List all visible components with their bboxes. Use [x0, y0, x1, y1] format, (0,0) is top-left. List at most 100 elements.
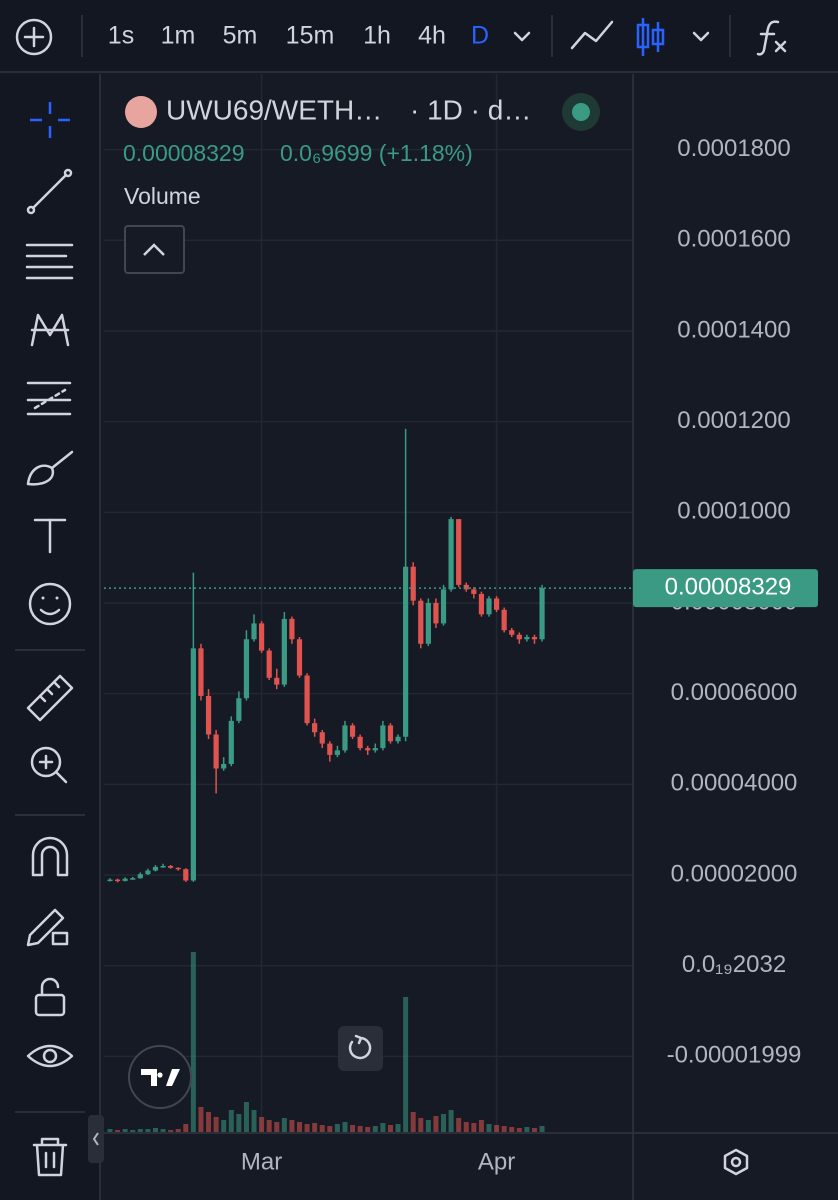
candle-body [243, 639, 250, 699]
pattern-tool[interactable] [30, 313, 70, 347]
volume-bar [145, 1129, 151, 1132]
candle-body [463, 584, 469, 590]
y-tick-label: 0.00002000 [671, 860, 798, 887]
status-dot [572, 103, 590, 121]
interval-button-active[interactable]: D [471, 22, 489, 50]
y-tick-label: 0.0₁₉2032 [682, 951, 786, 978]
volume-bar [365, 1127, 371, 1132]
interval-button[interactable]: 1h [363, 22, 391, 50]
volume-bar [456, 1118, 462, 1132]
candle-body [107, 879, 113, 882]
volume-bar [107, 1129, 113, 1132]
volume-bar [395, 1124, 401, 1132]
last-price-label: 0.00008329 [665, 573, 792, 600]
volume-bar [160, 1129, 166, 1132]
interval-button[interactable]: 15m [286, 22, 335, 50]
candle-body [319, 732, 325, 744]
collapse-arrow [143, 243, 165, 256]
candle-body [114, 879, 121, 882]
candle-body [281, 618, 287, 685]
candle-body [228, 720, 234, 764]
fib-tool[interactable] [25, 243, 74, 280]
candle-body [410, 566, 416, 601]
candle-body [205, 695, 212, 735]
candle-body [357, 736, 363, 749]
add-symbol-button[interactable] [15, 18, 53, 56]
candle-body [251, 623, 257, 640]
settings-button[interactable] [723, 1148, 749, 1176]
indicators-button[interactable] [756, 20, 787, 56]
trend-line-tool[interactable] [26, 168, 73, 215]
interval-info: · 1D · d… [410, 94, 531, 125]
chart-type-dropdown[interactable] [692, 31, 710, 42]
zoom-tool[interactable] [30, 746, 68, 784]
visibility-tool[interactable] [26, 1044, 74, 1068]
y-tick-label: -0.00001999 [667, 1042, 802, 1069]
volume-bar [152, 1128, 158, 1132]
candle-body [349, 725, 356, 737]
symbol-name[interactable]: UWU69/WETH… [166, 94, 382, 125]
volume-bar [304, 1124, 310, 1132]
candle-body [448, 519, 454, 590]
candle-body [145, 870, 151, 875]
candle-chart-button[interactable] [636, 18, 665, 56]
candle-body [152, 866, 159, 871]
volume-bar [319, 1125, 325, 1132]
volume-bar [251, 1110, 257, 1132]
ruler-tool[interactable] [26, 674, 74, 722]
candle-body [183, 869, 189, 881]
brush-tool[interactable] [26, 450, 74, 486]
crosshair-tool[interactable] [30, 102, 70, 138]
volume-bar [524, 1127, 530, 1132]
candle-body [122, 878, 128, 881]
interval-button[interactable]: 4h [418, 22, 446, 50]
emoji-tool[interactable] [28, 582, 72, 626]
reset-button[interactable] [338, 1026, 383, 1071]
candle-body [334, 750, 340, 755]
y-tick-label: 0.0001200 [677, 407, 790, 434]
volume-bar [418, 1118, 424, 1132]
volume-bar [266, 1120, 272, 1132]
logo [141, 1069, 180, 1086]
candle-body [130, 878, 136, 880]
line-chart-button[interactable] [570, 20, 614, 50]
candle-body [259, 623, 265, 651]
volume-bar [539, 1126, 545, 1132]
volume-bar [115, 1130, 121, 1132]
interval-button[interactable]: 1s [108, 22, 134, 50]
candle-body [418, 600, 424, 644]
x-tick-label: Mar [241, 1148, 282, 1175]
candle-body [387, 725, 394, 742]
volume-bar [372, 1126, 378, 1132]
collapse-handle[interactable] [88, 1115, 104, 1163]
volume-bar [334, 1124, 340, 1132]
lock-tool[interactable] [34, 977, 66, 1017]
reset-icon [348, 1034, 372, 1060]
candle-body [342, 725, 348, 751]
last-price-badge [633, 569, 818, 608]
delete-tool[interactable] [32, 1137, 68, 1177]
volume-bar [433, 1116, 439, 1132]
interval-button[interactable]: 5m [223, 22, 258, 50]
candle-body [372, 748, 378, 751]
magnet-tool[interactable] [31, 836, 69, 877]
volume-bar [312, 1123, 318, 1132]
y-tick-label: 0.0001400 [677, 316, 790, 343]
interval-button[interactable]: 1m [161, 22, 196, 50]
candle-body [524, 637, 530, 640]
candle-body [440, 589, 447, 624]
collapse-indicator-button[interactable] [124, 225, 185, 274]
text-tool[interactable] [33, 518, 67, 554]
logo-dot [157, 1072, 163, 1078]
volume-bar [183, 1124, 189, 1132]
volume-bar [486, 1124, 492, 1132]
volume-bar [190, 952, 196, 1132]
lock-drawing-tool[interactable] [26, 908, 69, 947]
prediction-tool[interactable] [26, 381, 72, 416]
interval-dropdown[interactable] [513, 31, 531, 42]
candle-body [274, 677, 280, 685]
volume-bar [509, 1127, 515, 1132]
plot-area [104, 74, 632, 1132]
candle-body [213, 734, 219, 769]
candle-body [509, 630, 515, 635]
